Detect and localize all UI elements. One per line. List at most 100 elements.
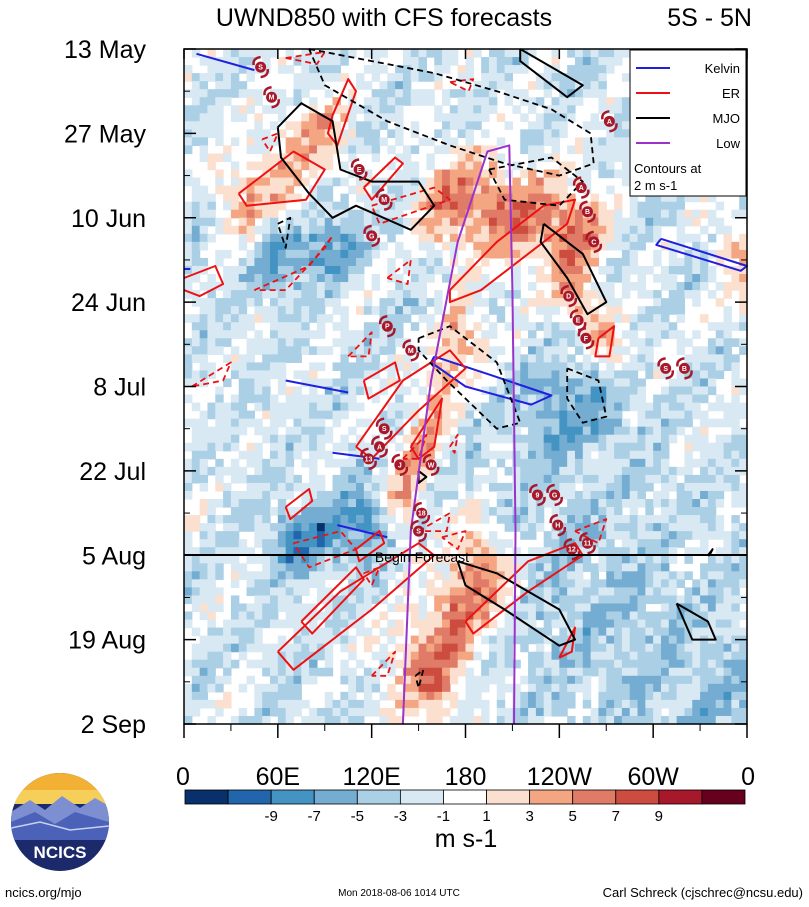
anomaly-cell (621, 129, 631, 138)
anomaly-cell (535, 507, 545, 516)
anomaly-cell (199, 659, 209, 669)
anomaly-cell (215, 402, 224, 412)
anomaly-cell (637, 241, 646, 251)
anomaly-cell (614, 274, 623, 283)
anomaly-cell (223, 482, 232, 492)
anomaly-cell (293, 635, 302, 645)
anomaly-cell (332, 394, 341, 404)
anomaly-cell (402, 81, 412, 90)
anomaly-cell (692, 249, 701, 259)
anomaly-cell (504, 555, 514, 564)
anomaly-cell (199, 579, 209, 588)
anomaly-cell (590, 539, 600, 548)
anomaly-cell (426, 185, 435, 195)
anomaly-cell (520, 563, 529, 572)
anomaly-cell (731, 683, 740, 693)
anomaly-cell (473, 402, 482, 412)
anomaly-cell (340, 233, 349, 243)
anomaly-cell (629, 683, 639, 693)
anomaly-cell (684, 482, 693, 492)
anomaly-cell (184, 571, 193, 580)
anomaly-cell (660, 603, 670, 613)
anomaly-cell (254, 265, 263, 275)
anomaly-cell (614, 49, 623, 58)
anomaly-cell (301, 330, 310, 339)
anomaly-cell (496, 490, 506, 500)
anomaly-cell (692, 402, 701, 412)
anomaly-cell (653, 322, 662, 331)
anomaly-cell (402, 507, 412, 516)
anomaly-cell (590, 587, 600, 597)
anomaly-cell (715, 217, 725, 227)
anomaly-cell (543, 667, 553, 677)
contour-er-solid (300, 566, 365, 635)
contour-er-solid (183, 265, 225, 298)
anomaly-cell (582, 667, 592, 677)
anomaly-cell (574, 169, 584, 179)
anomaly-cell (535, 249, 545, 259)
anomaly-cell (543, 65, 553, 74)
anomaly-cell (215, 314, 224, 323)
anomaly-cell (535, 370, 545, 380)
anomaly-cell (356, 482, 365, 492)
anomaly-cell (520, 410, 529, 420)
anomaly-cell (535, 241, 545, 251)
anomaly-cell (434, 249, 443, 259)
anomaly-cell (223, 225, 232, 235)
anomaly-cell (629, 531, 639, 540)
anomaly-cell (402, 169, 412, 179)
anomaly-cell (590, 378, 600, 388)
anomaly-cell (551, 282, 560, 291)
anomaly-cell (402, 571, 412, 580)
anomaly-cell (457, 643, 467, 653)
anomaly-cell (230, 322, 240, 331)
colorbar-label: -1 (437, 808, 450, 825)
anomaly-cell (254, 121, 263, 130)
anomaly-cell (356, 627, 365, 637)
anomaly-cell (653, 611, 662, 621)
anomaly-cell (262, 65, 271, 74)
anomaly-cell (332, 362, 341, 372)
anomaly-cell (442, 635, 451, 645)
anomaly-cell (653, 306, 662, 315)
anomaly-cell (598, 515, 607, 524)
anomaly-cell (449, 442, 459, 452)
anomaly-cell (387, 410, 396, 420)
anomaly-cell (660, 635, 670, 645)
anomaly-cell (660, 523, 670, 532)
anomaly-cell (715, 298, 725, 307)
anomaly-cell (340, 619, 349, 629)
anomaly-cell (402, 362, 412, 372)
anomaly-cell (184, 257, 193, 267)
anomaly-cell (379, 113, 388, 122)
anomaly-cell (590, 394, 600, 404)
anomaly-cell (707, 362, 717, 372)
anomaly-cell (473, 619, 482, 629)
anomaly-cell (715, 346, 725, 355)
anomaly-cell (543, 675, 553, 685)
anomaly-cell (520, 113, 529, 122)
anomaly-cell (199, 547, 209, 556)
anomaly-cell (293, 707, 302, 717)
anomaly-cell (238, 450, 248, 460)
anomaly-cell (465, 137, 474, 147)
colorbar-label: -9 (264, 808, 277, 825)
anomaly-cell (528, 354, 537, 363)
anomaly-cell (590, 490, 600, 500)
anomaly-cell (434, 257, 443, 267)
anomaly-cell (426, 490, 435, 500)
anomaly-cell (254, 715, 263, 725)
anomaly-cell (184, 274, 193, 283)
anomaly-cell (262, 306, 271, 315)
anomaly-cell (645, 531, 654, 540)
anomaly-cell (629, 330, 639, 339)
anomaly-cell (465, 73, 474, 82)
anomaly-cell (442, 177, 451, 187)
anomaly-cell (356, 145, 365, 155)
anomaly-cell (402, 555, 412, 564)
anomaly-cell (434, 57, 443, 66)
anomaly-cell (285, 595, 295, 605)
contour-kelvin (655, 237, 748, 272)
anomaly-cell (606, 185, 615, 195)
anomaly-cell (668, 499, 678, 508)
